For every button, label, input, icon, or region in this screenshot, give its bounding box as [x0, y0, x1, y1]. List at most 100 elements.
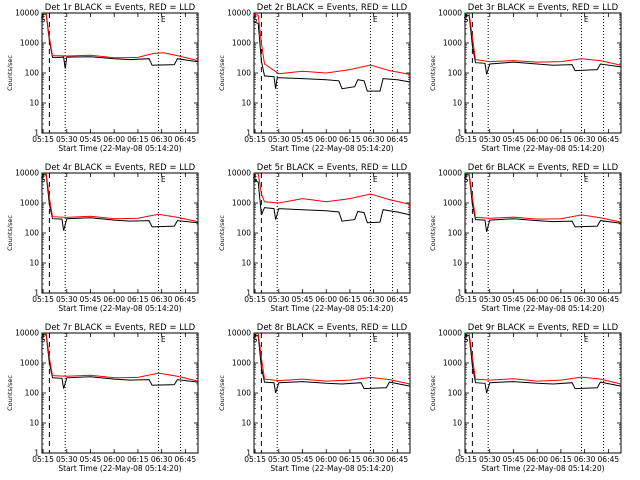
x-axis-label: Start Time (22-May-08 05:14:20): [58, 144, 181, 153]
chart-title: Det 4r BLACK = Events, RED = LLD: [45, 163, 196, 173]
x-tick-label: 05:45: [80, 295, 102, 304]
chart-title: Det 3r BLACK = Events, RED = LLD: [468, 3, 619, 13]
x-tick-label: 05:45: [80, 135, 102, 144]
chart-panel-8: Det 8r BLACK = Events, RED = LLD 1 10 100 10…: [218, 323, 411, 473]
y-tick-label: 10: [241, 259, 251, 268]
x-tick-label: 05:15: [455, 295, 477, 304]
y-tick-label: 10: [241, 419, 251, 428]
marker-letter: E: [161, 335, 166, 344]
x-tick-label: 06:15: [127, 135, 149, 144]
marker-letter: S: [464, 15, 469, 24]
series-line-lld: [41, 12, 199, 62]
y-tick-label: 10000: [438, 329, 462, 338]
x-tick-label: 05:45: [80, 455, 102, 464]
y-tick-label: 1000: [20, 359, 39, 368]
x-axis-label: Start Time (22-May-08 05:14:20): [58, 464, 181, 473]
x-tick-label: 06:00: [526, 455, 548, 464]
x-tick-label: 06:30: [363, 455, 385, 464]
series-line-events: [41, 13, 199, 69]
x-axis-label: Start Time (22-May-08 05:14:20): [481, 464, 604, 473]
x-tick-label: 06:15: [339, 455, 361, 464]
x-tick-label: 05:30: [268, 295, 290, 304]
y-tick-label: 10000: [438, 9, 462, 18]
x-axis-label: Start Time (22-May-08 05:14:20): [58, 304, 181, 313]
y-axis-label: Counts/sec: [429, 215, 437, 251]
chart-title: Det 8r BLACK = Events, RED = LLD: [257, 323, 408, 333]
x-tick-label: 06:45: [387, 135, 409, 144]
chart-panel-6: Det 6r BLACK = Events, RED = LLD 1 10 100 10…: [429, 163, 622, 313]
marker-letter: S: [41, 15, 46, 24]
x-tick-label: 05:15: [32, 455, 54, 464]
marker-letter: E: [373, 15, 378, 24]
y-tick-label: 10: [452, 259, 462, 268]
y-tick-label: 100: [448, 389, 463, 398]
x-tick-label: 06:15: [550, 455, 572, 464]
x-tick-label: 05:15: [455, 135, 477, 144]
x-tick-label: 06:45: [387, 455, 409, 464]
y-tick-label: 1000: [443, 39, 462, 48]
x-tick-label: 06:30: [363, 135, 385, 144]
y-tick-label: 100: [25, 389, 40, 398]
series-line-lld: [253, 332, 411, 385]
x-tick-label: 06:15: [550, 135, 572, 144]
chart-panel-3: Det 3r BLACK = Events, RED = LLD 1 10 100 10…: [429, 3, 622, 153]
x-tick-label: 05:45: [292, 455, 314, 464]
y-tick-label: 100: [448, 69, 463, 78]
marker-letter: E: [584, 175, 589, 184]
series-line-lld: [464, 12, 622, 66]
x-tick-label: 05:45: [292, 295, 314, 304]
x-tick-label: 05:30: [56, 455, 78, 464]
y-axis-label: Counts/sec: [6, 375, 14, 411]
x-axis-label: Start Time (22-May-08 05:14:20): [270, 464, 393, 473]
y-axis-label: Counts/sec: [218, 375, 226, 411]
y-tick-label: 100: [237, 229, 252, 238]
x-tick-label: 05:30: [56, 135, 78, 144]
y-tick-label: 1: [34, 129, 39, 138]
y-tick-label: 100: [448, 229, 463, 238]
x-tick-label: 06:30: [574, 135, 596, 144]
x-tick-label: 05:15: [32, 135, 54, 144]
x-tick-label: 05:15: [244, 135, 266, 144]
x-tick-label: 06:00: [103, 295, 125, 304]
y-tick-label: 10: [241, 99, 251, 108]
x-tick-label: 06:15: [127, 455, 149, 464]
y-axis-label: Counts/sec: [429, 55, 437, 91]
x-tick-label: 05:15: [244, 295, 266, 304]
marker-letter: S: [253, 335, 258, 344]
x-tick-label: 05:30: [56, 295, 78, 304]
x-axis-label: Start Time (22-May-08 05:14:20): [270, 144, 393, 153]
y-tick-label: 1000: [20, 199, 39, 208]
x-tick-label: 06:45: [175, 455, 197, 464]
y-tick-label: 10: [452, 419, 462, 428]
x-tick-label: 05:15: [32, 295, 54, 304]
x-axis-label: Start Time (22-May-08 05:14:20): [481, 144, 604, 153]
marker-letter: E: [161, 175, 166, 184]
x-tick-label: 05:30: [268, 455, 290, 464]
marker-letter: E: [584, 335, 589, 344]
series-line-events: [464, 333, 622, 394]
y-tick-label: 100: [25, 229, 40, 238]
y-tick-label: 100: [237, 389, 252, 398]
x-tick-label: 05:45: [292, 135, 314, 144]
chart-panel-9: Det 9r BLACK = Events, RED = LLD 1 10 100 10…: [429, 323, 622, 473]
y-tick-label: 1: [246, 289, 251, 298]
x-tick-label: 06:00: [315, 295, 337, 304]
series-line-lld: [253, 13, 411, 75]
chart-panel-4: Det 4r BLACK = Events, RED = LLD 1 10 100 10…: [6, 163, 199, 313]
chart-panel-1: Det 1r BLACK = Events, RED = LLD 1 10 100 10…: [6, 3, 199, 153]
x-tick-label: 05:45: [503, 135, 525, 144]
marker-letter: E: [584, 15, 589, 24]
y-tick-label: 10000: [227, 329, 251, 338]
x-tick-label: 06:30: [151, 455, 173, 464]
series-line-events: [41, 173, 199, 231]
chart-title: Det 5r BLACK = Events, RED = LLD: [257, 163, 408, 173]
marker-letter: S: [253, 15, 258, 24]
y-tick-label: 10000: [227, 169, 251, 178]
y-tick-label: 1: [34, 449, 39, 458]
series-line-lld: [41, 172, 199, 223]
x-tick-label: 05:30: [268, 135, 290, 144]
x-tick-label: 06:15: [550, 295, 572, 304]
series-line-events: [41, 333, 199, 389]
y-tick-label: 1: [457, 449, 462, 458]
chart-title: Det 7r BLACK = Events, RED = LLD: [45, 323, 196, 333]
